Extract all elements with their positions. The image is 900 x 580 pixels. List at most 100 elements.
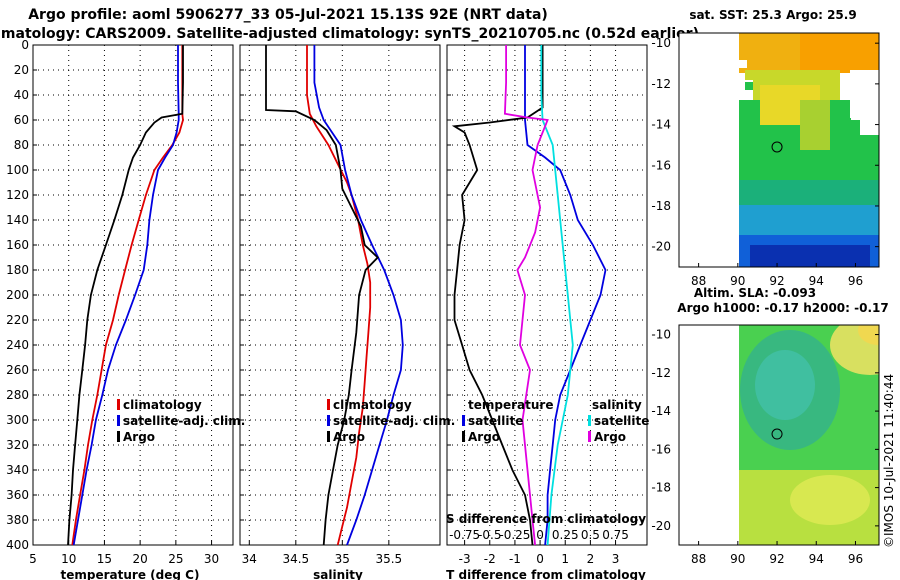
series-s-argo — [503, 45, 549, 546]
series-climatology — [306, 45, 372, 546]
x-tick-label: 0 — [536, 552, 544, 566]
map-x-tick-label: 96 — [848, 274, 863, 288]
title-line1: Argo profile: aoml 5906277_33 05-Jul-202… — [28, 7, 548, 23]
s-diff-tick-label: 0.25 — [552, 528, 579, 542]
sla-map-title-2: Argo h1000: -0.17 h2000: -0.17 — [677, 301, 888, 315]
series-t-satellite — [524, 45, 607, 546]
y-tick-label: 60 — [14, 113, 29, 127]
y-tick-label: 340 — [6, 463, 29, 477]
map-x-tick-label: 96 — [848, 552, 863, 566]
legend-climatology: climatology — [333, 398, 412, 412]
y-tick-label: 320 — [6, 438, 29, 452]
map-x-tick-label: 88 — [691, 274, 706, 288]
legend-swatch-s-satellite — [588, 415, 591, 426]
difference-legend-temperature: temperature satellite Argo — [462, 398, 553, 444]
difference-panel: -3 -2 -1 0 1 2 3 -0.75-0.5-0.25 0 0.25 0.5 0.75 S … — [446, 44, 649, 580]
y-tick-label: 200 — [6, 288, 29, 302]
s-diff-tick-label: -0.75 — [449, 528, 480, 542]
y-tick-label: 280 — [6, 388, 29, 402]
map-x-tick-label: 94 — [809, 274, 824, 288]
sst-map-panel: sat. SST: 25.3 Argo: 25.9 88 90 92 9 — [651, 8, 880, 288]
legend-t-argo: Argo — [468, 430, 500, 444]
map-y-tick-label: -16 — [651, 442, 671, 456]
y-tick-label: 300 — [6, 413, 29, 427]
map-x-tick-label: 88 — [691, 552, 706, 566]
y-tick-label: 160 — [6, 238, 29, 252]
legend-temperature-title: temperature — [468, 398, 553, 412]
legend-swatch-climatology — [327, 399, 330, 410]
x-tick-label: 35 — [335, 552, 350, 566]
x-tick-label: 35.5 — [375, 552, 402, 566]
map-y-tick-label: -18 — [651, 199, 671, 213]
legend-swatch-t-satellite — [462, 415, 465, 426]
sla-map-title-1: Altim. SLA: -0.093 — [694, 286, 816, 300]
map-y-tick-label: -14 — [651, 404, 671, 418]
temperature-panel: 0 20 40 60 80 100 120 140 160 180 200 220 240 260 280 3… — [6, 38, 245, 580]
y-tick-label: 240 — [6, 338, 29, 352]
y-tick-label: 400 — [6, 538, 29, 552]
sst-map-frame — [678, 32, 880, 268]
s-difference-label: S difference from climatology — [446, 512, 646, 526]
y-tick-label: 40 — [14, 88, 29, 102]
legend-argo: Argo — [123, 430, 155, 444]
map-x-tick-label: 92 — [769, 552, 784, 566]
temperature-xlabel: temperature (deg C) — [61, 568, 200, 580]
x-tick-label: 34.5 — [282, 552, 309, 566]
legend-t-satellite: satellite — [468, 414, 523, 428]
legend-swatch-argo — [327, 431, 330, 442]
legend-swatch-argo — [117, 431, 120, 442]
x-tick-label: 25 — [168, 552, 183, 566]
legend-argo: Argo — [333, 430, 365, 444]
x-tick-label: 15 — [97, 552, 112, 566]
map-x-tick-label: 90 — [730, 274, 745, 288]
series-argo — [67, 45, 184, 546]
map-x-tick-label: 90 — [730, 552, 745, 566]
salinity-frame — [239, 44, 441, 546]
y-tick-label: 140 — [6, 213, 29, 227]
x-tick-label: 30 — [204, 552, 219, 566]
salinity-xlabel: salinity — [313, 568, 363, 580]
sla-map-panel: Altim. SLA: -0.093 Argo h1000: -0.17 h20… — [651, 286, 888, 566]
legend-swatch-climatology — [117, 399, 120, 410]
map-y-tick-label: -18 — [651, 481, 671, 495]
y-tick-label: 0 — [21, 38, 29, 52]
series-climatology — [71, 45, 184, 546]
credit: ©IMOS 10-Jul-2021 11:40:44 — [882, 374, 896, 548]
y-tick-label: 360 — [6, 488, 29, 502]
x-tick-label: -2 — [484, 552, 496, 566]
legend-s-satellite: satellite — [594, 414, 649, 428]
y-tick-label: 120 — [6, 188, 29, 202]
y-tick-label: 100 — [6, 163, 29, 177]
map-x-tick-label: 92 — [769, 274, 784, 288]
sst-field — [679, 33, 879, 267]
map-y-tick-label: -14 — [651, 118, 671, 132]
series-satellite-adj-clim- — [313, 45, 404, 546]
legend-salinity-title: salinity — [592, 398, 642, 412]
map-y-tick-label: -10 — [651, 328, 671, 342]
map-y-tick-label: -12 — [651, 77, 671, 91]
legend-climatology: climatology — [123, 398, 202, 412]
map-y-tick-label: -12 — [651, 366, 671, 380]
difference-legend-salinity: salinity satellite Argo — [588, 398, 649, 444]
x-tick-label: 1 — [561, 552, 569, 566]
title-line2: Climatology: CARS2009. Satellite-adjuste… — [0, 26, 699, 42]
map-y-tick-label: -20 — [651, 519, 671, 533]
s-diff-tick-label: -0.5 — [478, 528, 501, 542]
series-argo — [265, 45, 379, 546]
map-y-tick-label: -10 — [651, 36, 671, 50]
s-diff-tick-label: 0.75 — [602, 528, 629, 542]
s-diff-tick-label: 0 — [536, 528, 544, 542]
x-tick-label: 3 — [612, 552, 620, 566]
s-diff-tick-label: -0.25 — [499, 528, 530, 542]
y-tick-label: 260 — [6, 363, 29, 377]
x-tick-label: 20 — [133, 552, 148, 566]
y-tick-label: 220 — [6, 313, 29, 327]
y-tick-label: 20 — [14, 63, 29, 77]
legend-satellite: satellite-adj. clim. — [333, 414, 455, 428]
legend-swatch-s-argo — [588, 431, 591, 442]
map-y-tick-label: -16 — [651, 158, 671, 172]
y-tick-label: 180 — [6, 263, 29, 277]
legend-swatch-satellite — [327, 415, 330, 426]
x-tick-label: -3 — [459, 552, 471, 566]
